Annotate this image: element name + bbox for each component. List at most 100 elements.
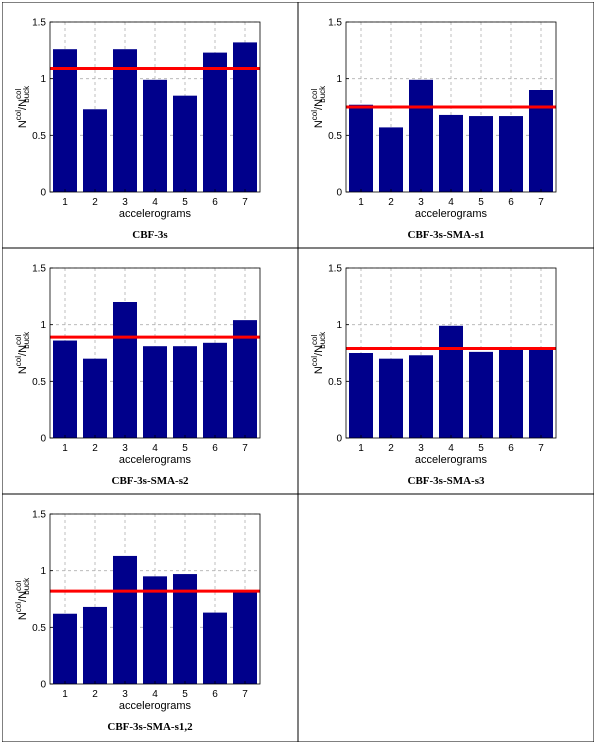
x-tick-label: 1	[62, 443, 68, 454]
y-axis-label: Ncol/Ncolbuck	[14, 577, 31, 620]
y-tick-label: 0	[40, 188, 46, 199]
bar	[113, 555, 137, 684]
y-tick-label: 1.5	[328, 264, 342, 275]
x-axis-label: accelerograms	[119, 700, 192, 712]
x-tick-label: 2	[92, 443, 98, 454]
bar-chart: 0 0.5 1 1.5 1 2 3 4 5 6 7 accelerograms Ncol/Ncolbuc…	[310, 18, 557, 220]
x-tick-label: 2	[388, 443, 394, 454]
bar	[469, 116, 493, 192]
x-tick-label: 1	[62, 689, 68, 700]
y-tick-label: 0	[40, 680, 46, 691]
bar-chart: 0 0.5 1 1.5 1 2 3 4 5 6 7 accelerograms Ncol/Ncolbuc…	[14, 18, 261, 220]
bar	[143, 79, 167, 192]
y-tick-label: 1.5	[32, 510, 46, 521]
bar	[529, 347, 553, 438]
bar	[469, 351, 493, 438]
bar	[203, 52, 227, 192]
x-tick-label: 1	[358, 197, 364, 208]
bar	[439, 325, 463, 438]
x-axis-label: accelerograms	[119, 454, 192, 466]
y-axis-label: Ncol/Ncolbuck	[310, 331, 327, 374]
bar	[143, 346, 167, 438]
bar	[529, 90, 553, 192]
y-tick-label: 0	[336, 434, 342, 445]
x-tick-label: 3	[122, 443, 128, 454]
y-tick-label: 0	[40, 434, 46, 445]
bar	[173, 95, 197, 192]
chart-caption: CBF-3s-SMA-s3	[407, 475, 485, 487]
x-tick-label: 6	[212, 197, 218, 208]
x-tick-label: 2	[388, 197, 394, 208]
bar	[113, 302, 137, 438]
y-tick-label: 0.5	[328, 131, 342, 142]
y-axis-label: Ncol/Ncolbuck	[14, 331, 31, 374]
x-tick-label: 6	[212, 443, 218, 454]
y-tick-label: 1	[40, 74, 46, 85]
bar	[233, 592, 257, 684]
y-tick-label: 1	[40, 566, 46, 577]
y-tick-label: 0.5	[32, 131, 46, 142]
bar	[233, 320, 257, 438]
bar-chart: 0 0.5 1 1.5 1 2 3 4 5 6 7 accelerograms Ncol/Ncolbuc…	[310, 264, 557, 466]
bar	[379, 127, 403, 192]
bar	[173, 346, 197, 438]
y-tick-label: 1.5	[328, 18, 342, 29]
bar	[53, 49, 77, 193]
x-tick-label: 5	[182, 197, 188, 208]
y-tick-label: 1	[336, 74, 342, 85]
bar	[499, 349, 523, 438]
bar	[143, 576, 167, 684]
x-tick-label: 4	[152, 689, 158, 700]
x-tick-label: 5	[478, 443, 484, 454]
bar	[439, 114, 463, 192]
bar	[83, 109, 107, 192]
x-tick-label: 3	[418, 197, 424, 208]
bar	[53, 340, 77, 438]
bar	[203, 612, 227, 684]
bar	[53, 613, 77, 684]
chart-caption: CBF-3s-SMA-s1	[407, 229, 485, 241]
bar-chart: 0 0.5 1 1.5 1 2 3 4 5 6 7 accelerograms Ncol/Ncolbuc…	[14, 264, 261, 466]
x-axis-label: accelerograms	[415, 208, 488, 220]
x-tick-label: 4	[448, 443, 454, 454]
x-tick-label: 1	[358, 443, 364, 454]
chart-panel: 0 0.5 1 1.5 1 2 3 4 5 6 7 accelerograms Ncol/Ncolbuc…	[2, 2, 298, 248]
y-axis-label: Ncol/Ncolbuck	[310, 85, 327, 128]
y-tick-label: 1	[336, 320, 342, 331]
bar	[203, 342, 227, 438]
x-tick-label: 7	[538, 197, 544, 208]
bar-chart: 0 0.5 1 1.5 1 2 3 4 5 6 7 accelerograms Ncol/Ncolbuc…	[14, 510, 261, 712]
y-axis-label: Ncol/Ncolbuck	[14, 85, 31, 128]
bar	[409, 79, 433, 192]
chart-caption: CBF-3s-SMA-s2	[111, 475, 189, 487]
x-tick-label: 6	[508, 197, 514, 208]
bar	[409, 355, 433, 438]
x-tick-label: 7	[538, 443, 544, 454]
chart-panel: 0 0.5 1 1.5 1 2 3 4 5 6 7 accelerograms Ncol/Ncolbuc…	[2, 248, 298, 494]
x-axis-label: accelerograms	[415, 454, 488, 466]
figure-grid: 0 0.5 1 1.5 1 2 3 4 5 6 7 accelerograms Ncol/Ncolbuc…	[2, 2, 594, 742]
y-tick-label: 0	[336, 188, 342, 199]
bar	[83, 606, 107, 684]
bar	[349, 104, 373, 192]
x-tick-label: 1	[62, 197, 68, 208]
x-tick-label: 5	[478, 197, 484, 208]
x-tick-label: 4	[152, 443, 158, 454]
chart-panel: 0 0.5 1 1.5 1 2 3 4 5 6 7 accelerograms Ncol/Ncolbuc…	[2, 494, 298, 742]
x-axis-label: accelerograms	[119, 208, 192, 220]
x-tick-label: 2	[92, 197, 98, 208]
x-tick-label: 4	[448, 197, 454, 208]
chart-panel: 0 0.5 1 1.5 1 2 3 4 5 6 7 accelerograms Ncol/Ncolbuc…	[298, 2, 594, 248]
x-tick-label: 3	[122, 197, 128, 208]
x-tick-label: 6	[508, 443, 514, 454]
chart-caption: CBF-3s	[132, 229, 168, 241]
y-tick-label: 1.5	[32, 264, 46, 275]
x-tick-label: 7	[242, 689, 248, 700]
bar	[83, 358, 107, 438]
x-tick-label: 6	[212, 689, 218, 700]
x-tick-label: 7	[242, 197, 248, 208]
y-tick-label: 0.5	[32, 377, 46, 388]
y-tick-label: 1	[40, 320, 46, 331]
x-tick-label: 3	[418, 443, 424, 454]
y-tick-label: 1.5	[32, 18, 46, 29]
